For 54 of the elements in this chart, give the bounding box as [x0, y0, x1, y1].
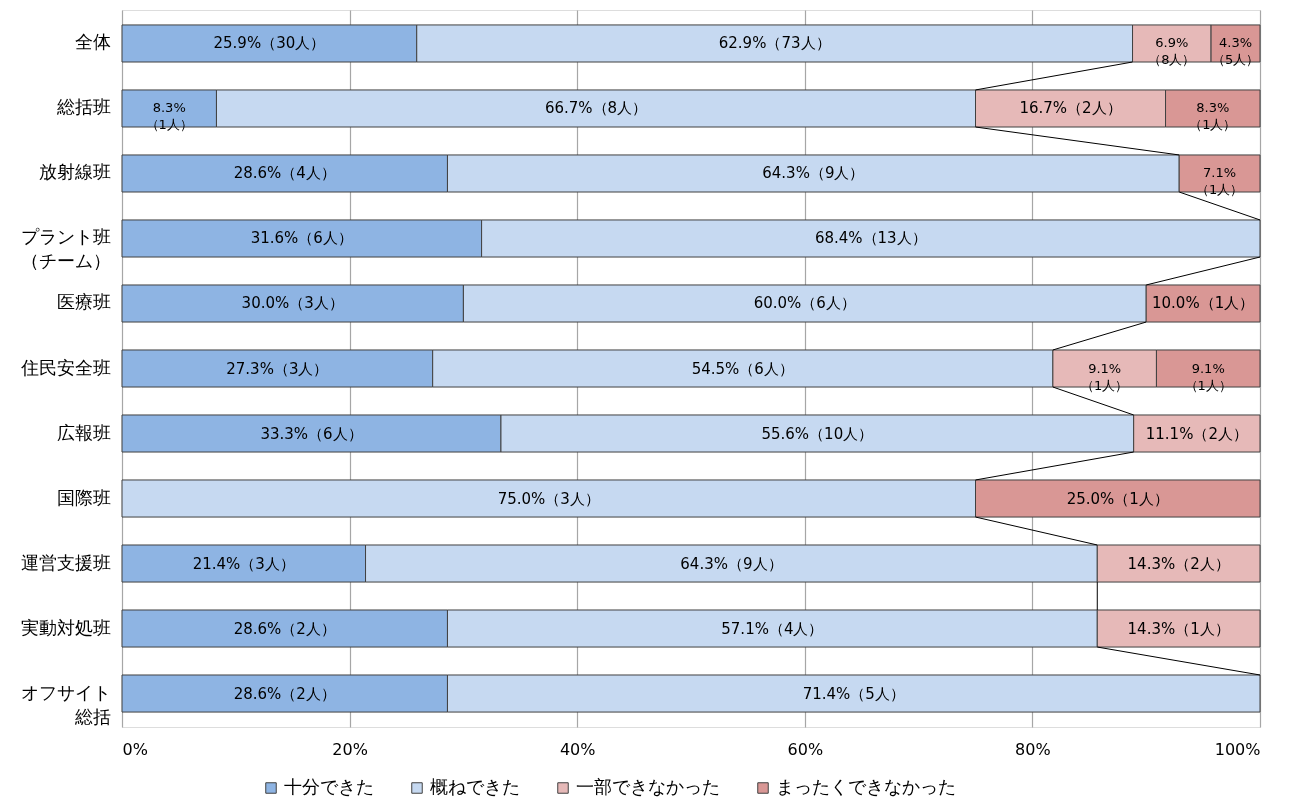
data-label: 64.3%（9人） [680, 554, 783, 573]
data-label: 68.4%（13人） [814, 229, 927, 248]
data-label: 11.1%（2人） [1145, 424, 1248, 443]
data-label: 8.3% （1人） [145, 100, 193, 133]
data-label: 4.3% （5人） [1211, 35, 1260, 68]
x-tick-label: 60% [787, 739, 824, 759]
data-label: 55.6%（10人） [761, 424, 874, 443]
data-label: 21.4%（3人） [192, 554, 295, 573]
y-tick-label: 運営支援班 [20, 551, 111, 573]
data-label: 31.6%（6人） [250, 229, 353, 248]
data-label: 25.9%（30人） [213, 34, 326, 53]
legend-label: 十分できた [284, 776, 374, 797]
data-label: 64.3%（9人） [762, 164, 865, 183]
data-label: 60.0%（6人） [753, 294, 856, 313]
y-tick-label: 実動対処班 [20, 616, 111, 638]
data-label: 9.1% （1人） [1081, 360, 1129, 393]
y-tick-label: 医療班 [56, 291, 111, 313]
data-label: 54.5%（6人） [691, 359, 794, 378]
data-label: 28.6%（4人） [233, 164, 336, 183]
legend-label: まったくできなかった [776, 776, 956, 797]
data-label: 8.3% （1人） [1189, 100, 1237, 133]
legend-label: 概ねできた [430, 776, 520, 797]
y-tick-label: 全体 [74, 31, 111, 53]
data-label: 14.3%（1人） [1127, 619, 1230, 638]
y-tick-label: オフサイト総括 [20, 681, 111, 727]
y-tick-label: プラント班（チーム） [20, 226, 111, 272]
data-label: 27.3%（3人） [226, 359, 329, 378]
x-tick-label: 20% [332, 739, 368, 759]
y-tick-label: 国際班 [56, 486, 111, 508]
data-label: 14.3%（2人） [1127, 554, 1230, 573]
y-tick-label: 広報班 [56, 421, 111, 443]
x-tick-label: 0% [122, 739, 148, 759]
y-tick-label: 放射線班 [38, 161, 111, 183]
data-label: 33.3%（6人） [260, 424, 363, 443]
data-label: 57.1%（4人） [721, 619, 824, 638]
data-label: 62.9%（73人） [718, 34, 831, 53]
data-label: 9.1% （1人） [1184, 360, 1232, 393]
data-label: 16.7%（2人） [1019, 99, 1122, 118]
x-tick-label: 80% [1015, 739, 1051, 759]
data-label: 66.7%（8人） [544, 99, 648, 118]
data-label: 30.0%（3人） [241, 294, 344, 313]
legend-label: 一部できなかった [576, 776, 720, 797]
x-tick-label: 100% [1214, 739, 1261, 759]
data-label: 10.0%（1人） [1152, 294, 1255, 313]
x-tick-label: 40% [559, 739, 596, 759]
data-label: 25.0%（1人） [1066, 489, 1169, 508]
data-label: 28.6%（2人） [233, 684, 336, 703]
data-label: 28.6%（2人） [233, 619, 336, 638]
data-label: 71.4%（5人） [802, 684, 905, 703]
data-label: 6.9% （8人） [1148, 35, 1196, 68]
y-tick-label: 住民安全班 [19, 356, 111, 378]
data-label: 7.1% （1人） [1195, 165, 1244, 198]
data-label: 75.0%（3人） [497, 489, 600, 508]
y-tick-label: 総括班 [55, 96, 111, 118]
